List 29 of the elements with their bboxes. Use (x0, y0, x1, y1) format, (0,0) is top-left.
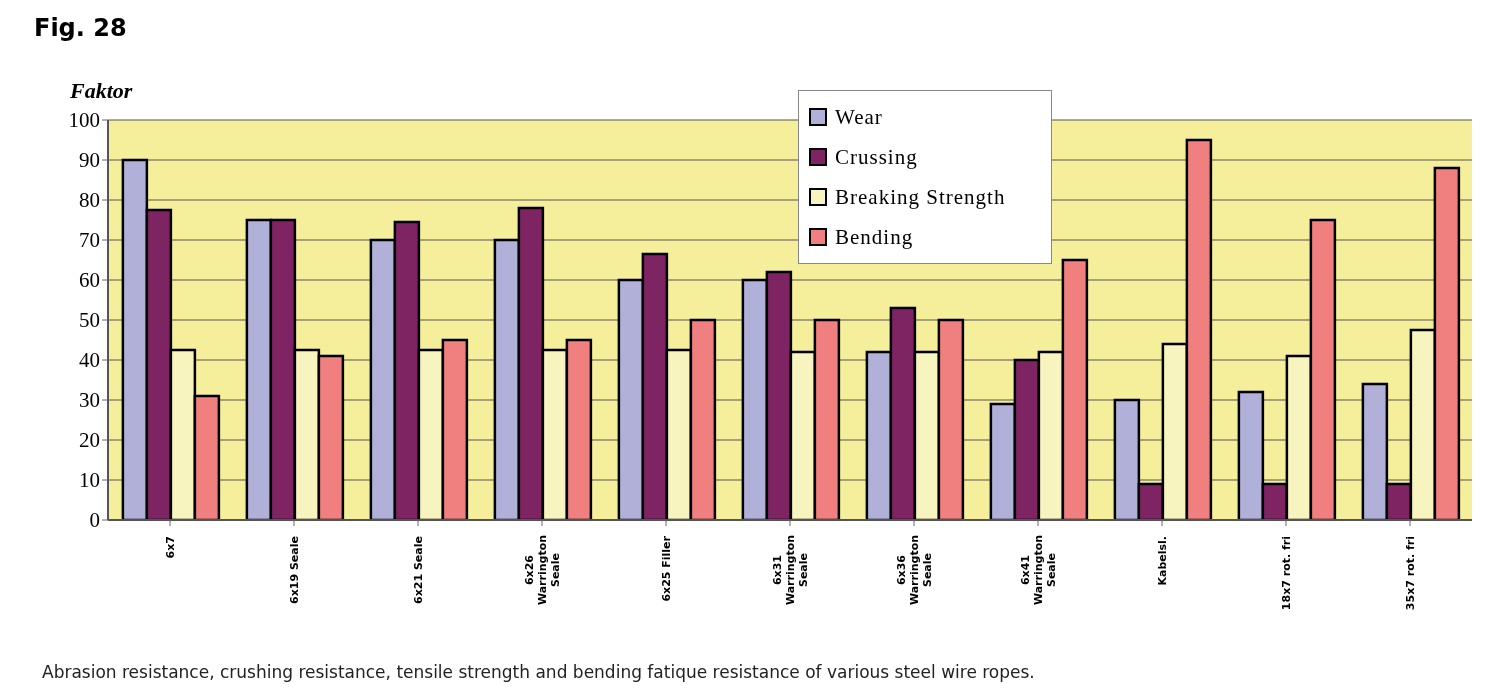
y-tick-label: 60 (79, 268, 100, 293)
y-axis-title: Faktor (70, 78, 133, 104)
y-tick-label: 90 (79, 148, 100, 173)
x-tick-label: 6x41 Warrington Seale (1019, 534, 1058, 606)
x-tick-label: 6x19 Seale (288, 536, 301, 604)
y-tick-label: 0 (89, 508, 100, 533)
legend-label: Bending (835, 224, 914, 250)
x-tick-label: 6x21 Seale (412, 536, 425, 604)
text: Abrasion resistance, crushing resistance, tensile strength and bending fatique resistance of various steel wire ropes. (41, 662, 1036, 682)
legend-label: Crussing (835, 144, 918, 170)
x-tick-label: 6x26 Warrington Seale (523, 534, 562, 606)
x-tick-label: 6x36 Warrington Seale (895, 534, 934, 606)
x-tick-label: 18x7 rot. fri (1280, 536, 1293, 611)
x-tick-label: 6x31 Warrington Seale (771, 534, 810, 606)
chart-title: Fig. 28 (33, 13, 128, 44)
legend-label: Wear (835, 104, 883, 130)
y-tick-label: 70 (79, 228, 100, 253)
x-tick-label: Kabelsl. (1156, 536, 1169, 586)
y-tick-label: 40 (79, 348, 100, 373)
y-tick-label: 80 (79, 188, 100, 213)
y-tick-label: 20 (79, 428, 100, 453)
x-tick-label: 35x7 rot. fri (1404, 536, 1417, 611)
y-tick-label: 50 (79, 308, 100, 333)
y-tick-label: 100 (68, 108, 100, 133)
y-tick-label: 10 (79, 468, 100, 493)
legend-label: Breaking Strength (835, 184, 1006, 210)
x-tick-label: 6x7 (164, 536, 177, 559)
x-tick-label: 6x25 Filler (660, 535, 673, 602)
y-tick-label: 30 (79, 388, 100, 413)
